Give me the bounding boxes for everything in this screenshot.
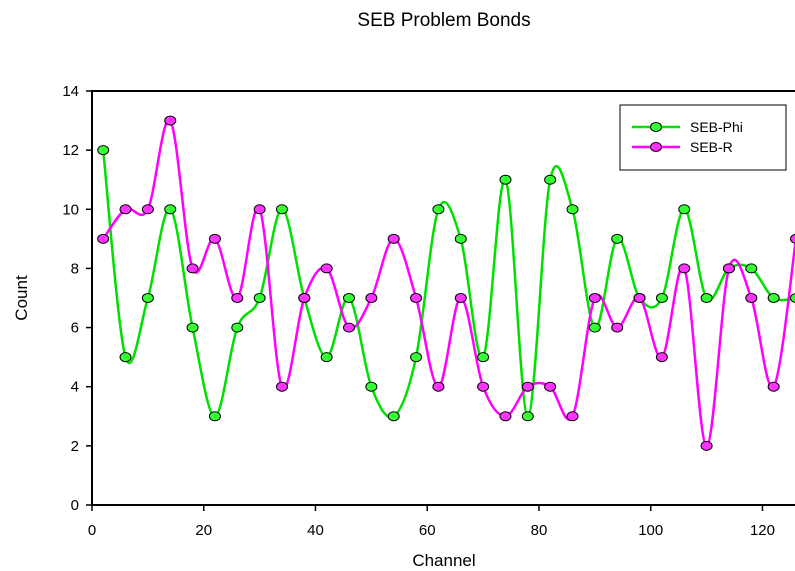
y-axis-label: Count (12, 275, 31, 321)
data-point-seb-r (790, 233, 795, 244)
data-point-seb-phi (208, 411, 221, 422)
legend-box (619, 104, 787, 171)
legend: SEB-Phi SEB-R (619, 104, 787, 171)
y-tick-label: 4 (71, 379, 79, 396)
data-point-seb-phi (767, 293, 780, 303)
data-point-seb-phi (275, 204, 288, 215)
data-point-seb-r (298, 293, 311, 303)
data-point-seb-phi (678, 204, 691, 215)
x-tick-label: 0 (88, 522, 96, 539)
x-tick-label: 120 (750, 522, 775, 539)
data-point-seb-phi (521, 411, 534, 422)
data-point-seb-r (231, 293, 244, 303)
data-point-seb-phi (253, 293, 266, 303)
data-point-seb-phi (365, 381, 378, 392)
data-point-seb-r (410, 293, 423, 303)
data-point-seb-r (655, 352, 668, 363)
data-point-seb-phi (477, 352, 490, 363)
data-point-seb-r (365, 293, 378, 303)
data-point-seb-r (521, 381, 534, 392)
data-point-seb-phi (700, 293, 713, 303)
data-point-seb-r (678, 263, 691, 274)
data-point-seb-r (164, 115, 177, 126)
data-point-seb-phi (544, 174, 557, 185)
data-point-seb-r (141, 204, 154, 215)
legend-label: SEB-R (690, 139, 733, 155)
x-tick-label: 100 (638, 522, 663, 539)
data-point-seb-r (208, 233, 221, 244)
data-point-seb-r (432, 381, 445, 392)
data-point-seb-r (633, 293, 646, 303)
series-layer (97, 115, 795, 451)
data-point-seb-r (588, 293, 601, 303)
data-point-seb-r (477, 381, 490, 392)
y-tick-label: 12 (62, 142, 79, 159)
data-point-seb-phi (566, 204, 579, 215)
data-point-seb-phi (231, 322, 244, 333)
data-point-seb-r (454, 293, 467, 303)
data-point-seb-phi (499, 174, 512, 185)
data-point-seb-phi (432, 204, 445, 215)
legend-marker (650, 142, 662, 152)
data-point-seb-r (544, 381, 557, 392)
data-point-seb-phi (164, 204, 177, 215)
data-point-seb-r (700, 440, 713, 451)
y-tick-label: 10 (62, 201, 79, 218)
x-axis-label: Channel (412, 551, 475, 570)
data-point-seb-r (767, 381, 780, 392)
data-point-seb-r (253, 204, 266, 215)
data-point-seb-phi (410, 352, 423, 363)
data-point-seb-phi (588, 322, 601, 333)
y-tick-label: 6 (71, 320, 79, 337)
data-point-seb-r (275, 381, 288, 392)
data-point-seb-r (387, 233, 400, 244)
x-tick-label: 40 (307, 522, 324, 539)
series-line-seb-phi (101, 150, 795, 419)
x-axis: 0 20 40 60 80 100 120 (88, 505, 775, 539)
data-point-seb-phi (343, 293, 356, 303)
plot-area-frame (91, 90, 795, 506)
data-point-seb-phi (141, 293, 154, 303)
data-point-seb-r (566, 411, 579, 422)
data-point-seb-r (119, 204, 132, 215)
data-point-seb-phi (790, 293, 795, 303)
data-point-seb-phi (745, 263, 758, 274)
data-point-seb-phi (186, 322, 199, 333)
data-point-seb-r (745, 293, 758, 303)
data-point-seb-r (97, 233, 110, 244)
series-line-seb-r (102, 118, 795, 448)
x-tick-label: 80 (531, 522, 548, 539)
chart-title: SEB Problem Bonds (357, 10, 530, 31)
legend-marker (650, 122, 662, 132)
data-point-seb-phi (320, 352, 333, 363)
data-point-seb-r (320, 263, 333, 274)
data-point-seb-phi (97, 145, 110, 156)
y-tick-label: 2 (71, 438, 79, 455)
data-point-seb-r (611, 322, 624, 333)
data-point-seb-phi (655, 293, 668, 303)
legend-label: SEB-Phi (690, 119, 743, 135)
data-point-seb-r (499, 411, 512, 422)
y-tick-label: 14 (62, 83, 79, 100)
data-point-seb-phi (387, 411, 400, 422)
data-point-seb-phi (611, 233, 624, 244)
data-point-seb-phi (119, 352, 132, 363)
data-point-seb-r (186, 263, 199, 274)
x-tick-label: 60 (419, 522, 436, 539)
x-tick-label: 20 (195, 522, 212, 539)
data-point-seb-r (722, 263, 735, 274)
y-tick-label: 0 (71, 497, 79, 514)
data-point-seb-r (343, 322, 356, 333)
data-point-seb-phi (454, 233, 467, 244)
y-axis: 0 2 4 6 8 10 12 14 (62, 83, 92, 514)
y-tick-label: 8 (71, 260, 79, 277)
